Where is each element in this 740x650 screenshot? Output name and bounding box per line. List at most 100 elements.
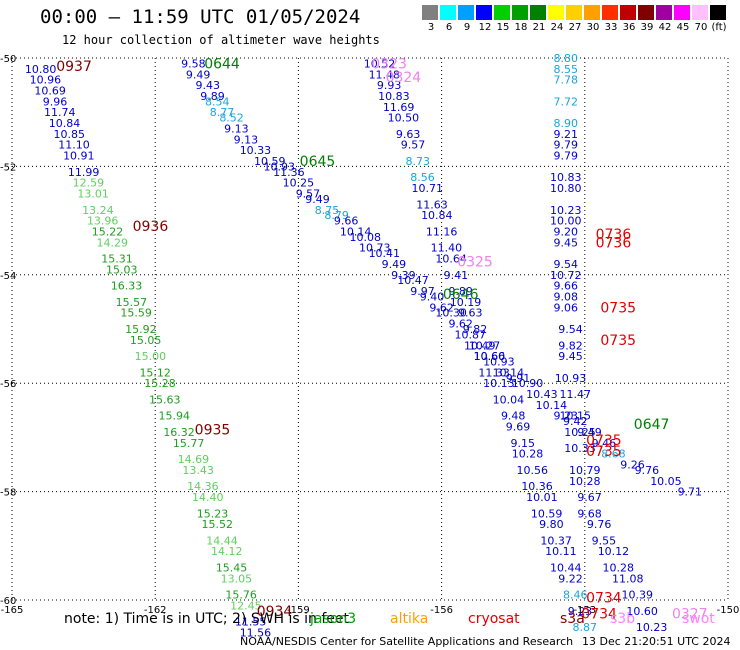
pass-time-label: 0937 [56,59,92,75]
wave-height-label: 9.13 [234,133,259,146]
wave-height-label: 8.68 [601,448,626,461]
pass-time-label: 0647 [634,417,670,433]
wave-height-label: 13.05 [221,572,253,585]
wave-height-label: 11.36 [273,166,305,179]
x-tick-label: -156 [430,605,453,616]
wave-height-label: 10.90 [512,377,544,390]
wave-height-label: 13.43 [182,464,214,477]
wave-height-label: 10.37 [540,534,572,547]
wave-height-label: 13.01 [77,188,109,201]
wave-height-label: 15.52 [202,518,234,531]
wave-height-label: 9.57 [296,188,321,201]
wave-height-label: 14.12 [211,545,243,558]
wave-height-label: 7.72 [553,95,578,108]
wave-height-label: 15.31 [101,253,133,266]
wave-height-label: 10.52 [364,57,396,70]
wave-height-label: 10.05 [650,475,682,488]
wave-height-label: 13.24 [82,204,114,217]
wave-height-label: 9.57 [401,139,426,152]
colorbar-label: 70 [694,22,708,33]
wave-height-label: 14.29 [96,236,128,249]
wave-height-label: 7.78 [553,74,578,87]
wave-height-label: 10.43 [526,388,558,401]
wave-height-label: 12.45 [230,599,262,612]
wave-height-label: 10.30 [435,307,467,320]
wave-height-label: 10.28 [569,475,601,488]
pass-time-label: 0935 [195,422,231,438]
footer-date: 13 Dec 21:20:51 UTC 2024 [582,635,731,648]
pass-time-label: 0736 [596,227,632,243]
wave-height-label: 9.79 [553,139,578,152]
pass-time-label: 0936 [133,219,169,235]
wave-height-label: 10.08 [349,231,381,244]
chart-subtitle: 12 hour collection of altimeter wave hei… [62,33,380,47]
wave-height-label: 10.80 [25,63,57,76]
colorbar-label: 36 [622,22,636,33]
pass-time-label: 0323 [371,56,407,72]
wave-height-label: 11.55 [235,616,267,629]
colorbar-label: 30 [586,22,600,33]
wave-height-label: 11.33 [478,366,510,379]
wave-height-label: 10.59 [254,155,286,168]
wave-height-label: 14.44 [206,534,238,547]
wave-height-label: 10.93 [264,160,296,173]
wave-height-label: 9.76 [635,464,660,477]
wave-height-label: 9.69 [506,421,531,434]
wave-height-label: 16.32 [163,426,195,439]
wave-height-label: 15.94 [159,410,191,423]
wave-height-label: 15.28 [144,377,176,390]
wave-height-label: 9.68 [577,507,602,520]
satellite-swot: swot [682,611,715,627]
wave-height-label: 11.40 [431,242,463,255]
wave-height-label: 15.57 [116,296,148,309]
wave-height-label: 8.75 [315,204,340,217]
colorbar-swatch [512,5,530,20]
wave-height-label: 8.52 [219,112,244,125]
wave-height-label: 9.97 [410,285,435,298]
satellite-s3b: s3b [610,611,636,627]
colorbar-swatch [530,5,548,20]
wave-height-label: 9.82 [463,323,488,336]
satellite-s3a: s3a [560,611,585,627]
wave-height-label: 10.59 [531,507,563,520]
colorbar-swatch [476,5,494,20]
colorbar-swatch [602,5,620,20]
wave-height-label: 15.59 [120,307,152,320]
wave-height-label: 9.58 [181,57,206,70]
wave-height-label: 9.89 [448,285,473,298]
wave-height-label: 9.23 [553,410,578,423]
wave-height-label: 10.23 [550,204,582,217]
colorbar-swatch [494,5,512,20]
wave-height-label: 15.12 [139,366,171,379]
wave-height-label: 15.22 [92,225,124,238]
wave-height-label: 9.62 [448,318,473,331]
wave-height-label: 8.46 [563,589,588,602]
wave-height-label: 9.63 [458,307,483,320]
wave-height-label: 10.50 [388,112,420,125]
wave-height-label: 9.66 [334,215,359,228]
x-tick-label: -162 [144,605,167,616]
wave-height-label: 10.33 [240,144,272,157]
wave-height-label: 10.84 [49,117,81,130]
wave-height-label: 9.43 [195,79,220,92]
wave-height-label: 10.19 [450,296,482,309]
wave-height-label: 9.23 [568,605,593,618]
wave-height-label: 9.67 [577,491,602,504]
pass-time-label: 0735 [600,300,636,316]
wave-height-label: 11.48 [369,68,401,81]
wave-height-label: 15.45 [216,561,248,574]
wave-height-label: 11.08 [612,572,644,585]
wave-height-label: 10.66 [474,350,506,363]
pass-time-label: 0734 [581,607,617,623]
wave-height-label: 9.06 [553,301,578,314]
wave-height-label: 10.96 [30,74,62,87]
pass-time-label: 0735 [586,433,622,449]
y-tick-label: -54 [0,271,16,282]
wave-height-label: 10.14 [493,366,525,379]
x-tick-label: -150 [717,605,740,616]
wave-height-label: 9.96 [43,95,68,108]
colorbar-label: 12 [478,22,492,33]
pass-time-label: 0644 [204,56,240,72]
wave-height-label: 10.83 [378,90,410,103]
wave-height-label: 15.76 [225,589,257,602]
